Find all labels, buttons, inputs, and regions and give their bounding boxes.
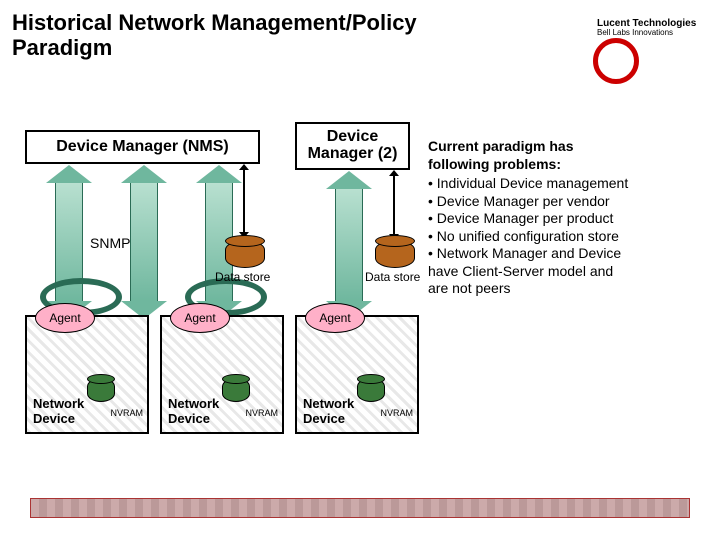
bullet-3: • No unified configuration store xyxy=(428,228,713,246)
bullet-4: • Network Manager and Device xyxy=(428,245,713,263)
bullet-1: • Device Manager per vendor xyxy=(428,193,713,211)
device-2-line2: Device xyxy=(168,411,210,426)
title-line2: Paradigm xyxy=(12,35,112,60)
device-3-line1: Network xyxy=(303,396,354,411)
agent-2-label: Agent xyxy=(184,311,215,325)
device-manager-1-label: Device Manager (NMS) xyxy=(56,138,229,156)
datastore-2-icon xyxy=(375,240,415,268)
device-1-line2: Device xyxy=(33,411,75,426)
snmp-arrow-4-icon xyxy=(335,188,363,302)
network-device-2-box: Agent NVRAM Network Device xyxy=(160,315,284,434)
datastore-1-label: Data store xyxy=(215,270,270,284)
logo-text: Lucent Technologies Bell Labs Innovation… xyxy=(597,18,696,38)
datastore-2-label: Data store xyxy=(365,270,420,284)
agent-3-ellipse: Agent xyxy=(305,303,365,333)
agent-1-ellipse: Agent xyxy=(35,303,95,333)
network-device-1-box: Agent NVRAM Network Device xyxy=(25,315,149,434)
logo-tagline: Bell Labs Innovations xyxy=(597,29,696,38)
device-2-line1: Network xyxy=(168,396,219,411)
bullet-0: • Individual Device management xyxy=(428,175,713,193)
bullet-2: • Device Manager per product xyxy=(428,210,713,228)
device-3-line2: Device xyxy=(303,411,345,426)
agent-1-label: Agent xyxy=(49,311,80,325)
nvram-3-icon xyxy=(357,378,385,402)
snmp-label: SNMP xyxy=(90,235,130,251)
lucent-logo: Lucent Technologies Bell Labs Innovation… xyxy=(593,18,708,68)
nvram-2-icon xyxy=(222,378,250,402)
lead-line2: following problems: xyxy=(428,156,561,172)
nvram-3-label: NVRAM xyxy=(380,408,413,418)
logo-ring-icon xyxy=(593,38,639,84)
nvram-1-icon xyxy=(87,378,115,402)
agent-3-label: Agent xyxy=(319,311,350,325)
device-manager-2-label: Device Manager (2) xyxy=(301,129,404,163)
bullet-5: have Client-Server model and xyxy=(428,263,713,281)
slide: Historical Network Management/Policy Par… xyxy=(0,0,720,540)
nvram-2-label: NVRAM xyxy=(245,408,278,418)
device-1-line1: Network xyxy=(33,396,84,411)
mgr1-datastore-arrow-icon xyxy=(243,170,245,232)
nvram-1-label: NVRAM xyxy=(110,408,143,418)
bullet-6: are not peers xyxy=(428,280,713,298)
footer-bar xyxy=(30,498,690,518)
lead-line1: Current paradigm has xyxy=(428,138,573,154)
network-device-3-box: Agent NVRAM Network Device xyxy=(295,315,419,434)
snmp-arrow-2-icon xyxy=(130,182,158,302)
problem-list: • Individual Device management • Device … xyxy=(428,175,713,298)
right-commentary: Current paradigm has following problems:… xyxy=(428,138,713,298)
agent-2-ellipse: Agent xyxy=(170,303,230,333)
mgr2-datastore-arrow-icon xyxy=(393,176,395,234)
device-1-text: Network Device xyxy=(33,397,84,426)
page-title: Historical Network Management/Policy Par… xyxy=(12,10,417,61)
title-line1: Historical Network Management/Policy xyxy=(12,10,417,35)
device-manager-1-box: Device Manager (NMS) xyxy=(25,130,260,164)
datastore-1-icon xyxy=(225,240,265,268)
device-manager-2-box: Device Manager (2) xyxy=(295,122,410,170)
device-2-text: Network Device xyxy=(168,397,219,426)
device-3-text: Network Device xyxy=(303,397,354,426)
